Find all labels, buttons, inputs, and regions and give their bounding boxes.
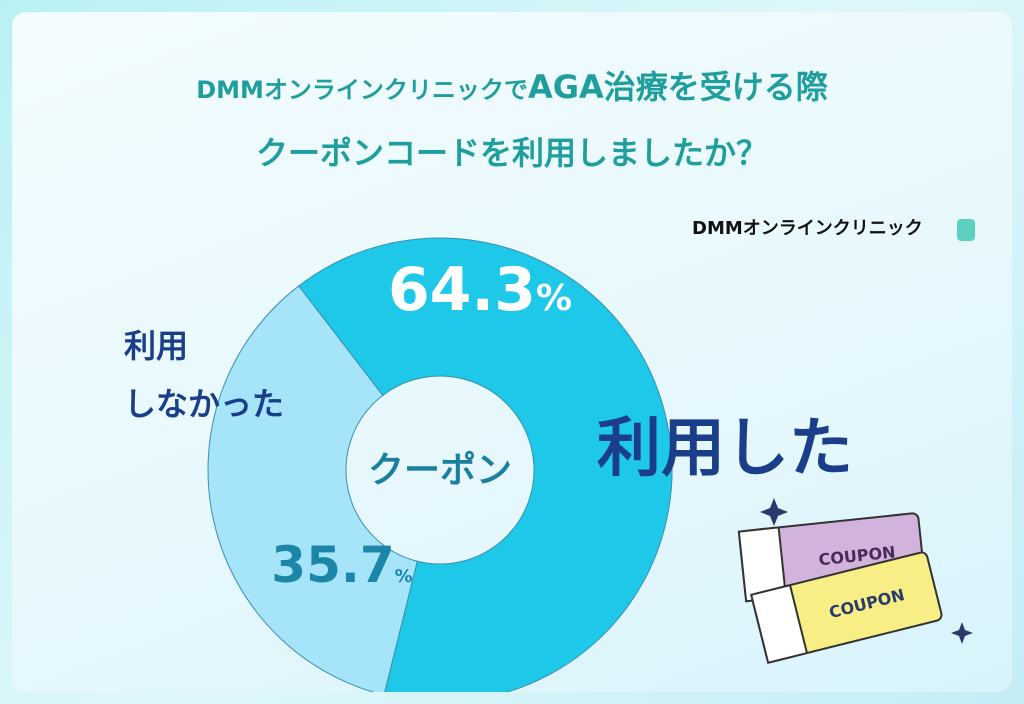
donut-segment [298, 237, 673, 692]
title-part: DMMオンラインクリニックで [196, 76, 528, 104]
brand-logo: DMMオンラインクリニック [692, 218, 923, 239]
value-label: 35.7% [271, 536, 412, 594]
category-label: 利用 しなかった [124, 327, 285, 423]
category-label: 利用した [597, 412, 853, 486]
center-label: クーポン [368, 449, 512, 491]
chart: 64.3% 35.7% クーポン COUPON COUPON [207, 219, 975, 692]
title-line: DMMオンラインクリニックでAGA治療を受ける際 [12, 62, 1012, 108]
value-label: 64.3% [388, 255, 572, 325]
card: 64.3% 35.7% クーポン COUPON COUPON DMMオンラインクリニ… [12, 12, 1012, 692]
coupon-illustration: COUPON COUPON [737, 219, 975, 664]
title-part: AGA治療を受ける際 [527, 68, 828, 106]
donut-segment [207, 285, 418, 692]
title-line: クーポンコードを利用しましたか？ [255, 134, 768, 172]
